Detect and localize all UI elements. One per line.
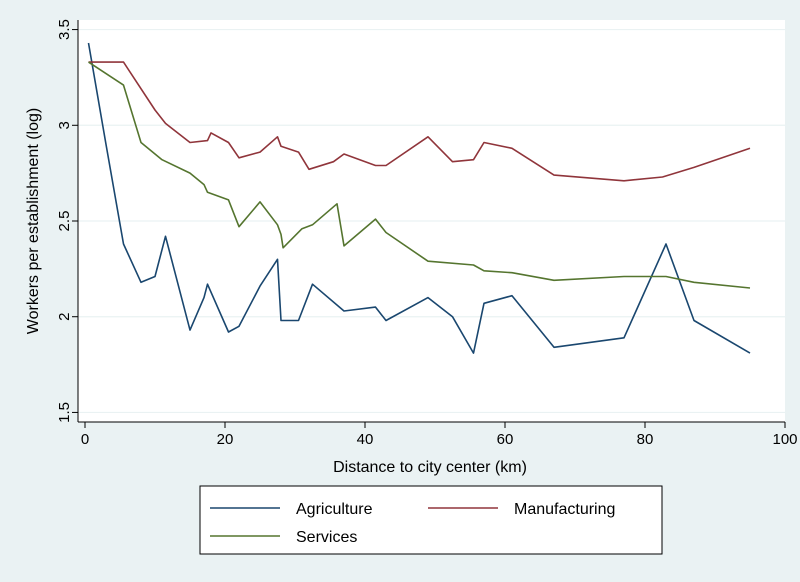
legend: Agriculture Manufacturing Services	[199, 485, 663, 555]
x-tick-label: 40	[357, 431, 374, 448]
y-tick-label: 2.5	[56, 211, 73, 232]
y-tick-label: 2	[56, 313, 73, 321]
legend-label-services: Services	[296, 529, 357, 546]
legend-label-manufacturing: Manufacturing	[514, 501, 615, 518]
y-tick-label: 1.5	[56, 402, 73, 423]
x-tick-label: 100	[772, 431, 797, 448]
legend-box	[199, 485, 663, 555]
x-tick-label: 20	[217, 431, 234, 448]
legend-label-agriculture: Agriculture	[296, 501, 373, 518]
tick-labels: 1.5 2 2.5 3 3.5 0 20 40 60 80 100	[56, 19, 798, 448]
y-tick-label: 3.5	[56, 19, 73, 40]
x-tick-label: 80	[637, 431, 654, 448]
series-line-services	[88, 61, 751, 289]
x-axis-label: Distance to city center (km)	[333, 459, 527, 476]
y-tick-label: 3	[56, 121, 73, 129]
y-axis-label: Workers per establishment (log)	[25, 108, 42, 334]
x-tick-label: 0	[81, 431, 89, 448]
series-line-agriculture	[87, 42, 751, 354]
series-line-manufacturing	[88, 61, 751, 182]
x-tick-label: 60	[497, 431, 514, 448]
data-series	[87, 42, 751, 354]
axes	[72, 20, 786, 428]
